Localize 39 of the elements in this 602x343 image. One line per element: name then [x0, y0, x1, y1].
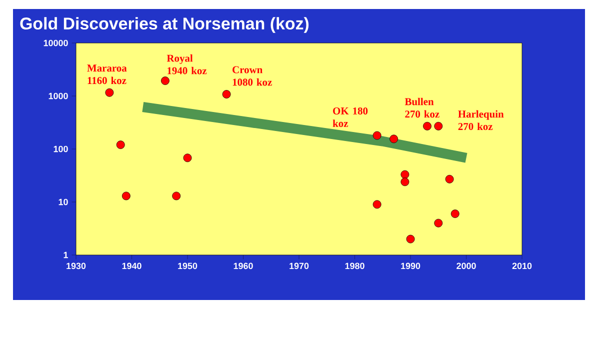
point [400, 170, 410, 179]
x-tick-label: 1970 [290, 262, 309, 270]
point [406, 234, 415, 244]
point [116, 140, 125, 150]
x-tick-label: 1980 [345, 262, 364, 270]
point [222, 90, 231, 98]
point [400, 178, 410, 186]
y-tick-label: 10000 [44, 40, 68, 46]
annotation: Royal 1940 koz [166, 54, 207, 74]
point [445, 174, 454, 184]
x-tick-label: 1930 [66, 262, 86, 270]
x-tick-label: 2010 [512, 262, 532, 270]
annotation: OK 180 koz [332, 107, 368, 127]
x-tick-label: 1990 [401, 262, 420, 270]
annotation: Crown 1080 koz [232, 66, 272, 86]
y-tick-label: 1 [64, 252, 68, 258]
point [183, 154, 192, 162]
y-tick-label: 100 [54, 146, 68, 152]
annotation: Mararoa 1160 koz [87, 64, 127, 84]
y-tick-label: 1000 [48, 92, 68, 100]
point [172, 192, 181, 200]
x-tick-label: 1960 [234, 262, 253, 270]
point [450, 210, 460, 218]
point [122, 192, 130, 200]
point [434, 122, 443, 130]
annotation: Harlequin 270 koz [458, 110, 504, 130]
x-tick-label: 2000 [456, 262, 476, 270]
x-tick-label: 1950 [178, 262, 198, 270]
point [372, 200, 382, 209]
chart-title: Gold Discoveries at Norseman (koz) [20, 17, 309, 33]
point [423, 122, 432, 130]
annotation: Bullen 270 koz [404, 98, 440, 118]
x-tick-label: 1940 [122, 262, 142, 270]
y-tick-label: 10 [58, 198, 68, 206]
point [105, 88, 114, 97]
point [161, 76, 170, 85]
point [434, 218, 443, 228]
point [372, 131, 382, 140]
point [390, 134, 398, 144]
